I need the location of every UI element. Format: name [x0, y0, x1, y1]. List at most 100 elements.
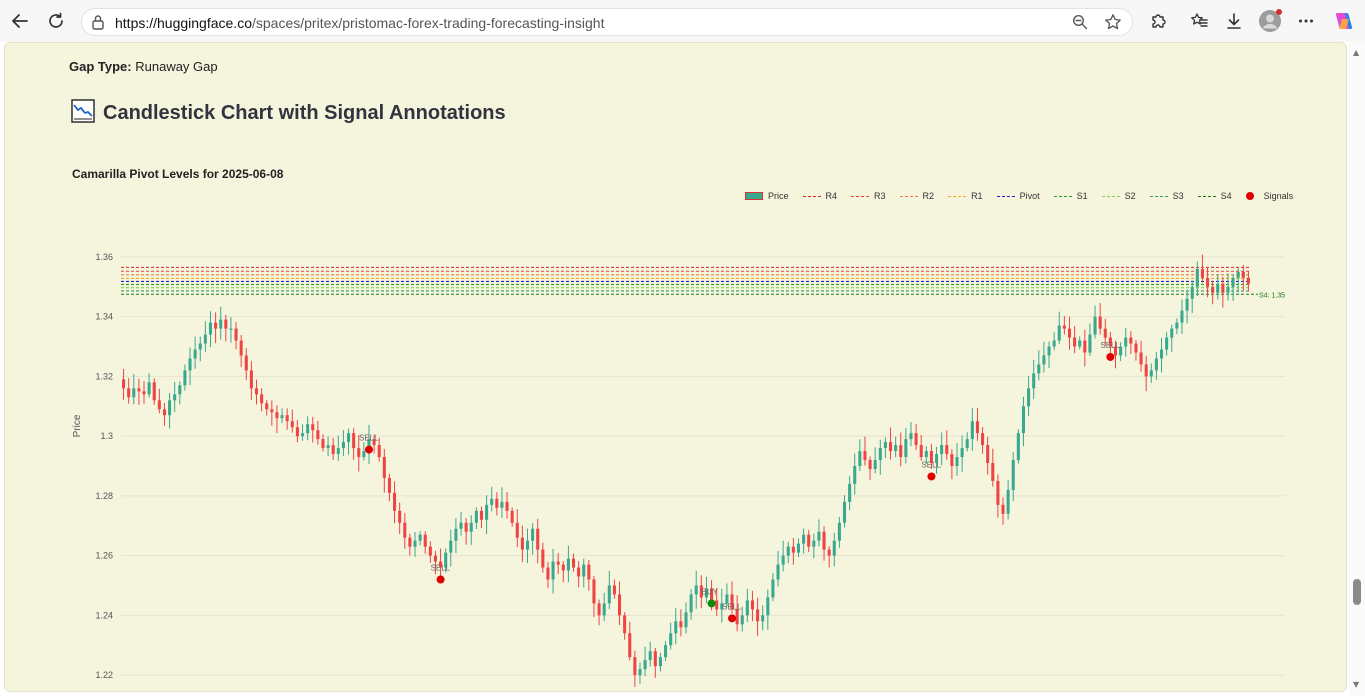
candle-body: [137, 388, 141, 392]
candle-body: [336, 448, 340, 455]
candle-body: [525, 540, 530, 550]
legend-item-r3[interactable]: R3: [851, 191, 886, 201]
candle-body: [254, 388, 259, 395]
favorite-star-icon[interactable]: [1104, 13, 1122, 35]
candle-body: [940, 445, 944, 455]
candle-body: [899, 445, 903, 458]
candle-body: [643, 660, 647, 670]
candle-body: [863, 451, 867, 461]
candle-body: [571, 558, 576, 568]
candle-body: [413, 540, 417, 547]
candle-body: [689, 594, 693, 613]
candle-body: [842, 501, 847, 523]
candle-body: [306, 424, 310, 434]
candle-body: [566, 558, 570, 571]
legend-item-signals[interactable]: Signals: [1245, 191, 1293, 201]
candle-body: [362, 451, 366, 458]
candle-body: [832, 540, 836, 556]
scroll-up-icon[interactable]: ▲: [1353, 48, 1360, 57]
candle-body: [955, 457, 959, 466]
candle-body: [275, 412, 279, 419]
candle-body: [300, 433, 305, 437]
candle-body: [1144, 364, 1148, 377]
candle-body: [791, 546, 795, 553]
candle-body: [623, 615, 627, 634]
candle-body: [653, 651, 657, 667]
candle-body: [1241, 271, 1245, 278]
downloads-icon[interactable]: [1220, 7, 1248, 35]
legend-swatch: [948, 195, 967, 197]
gap-type-value: Runaway Gap: [135, 59, 218, 74]
candle-body: [244, 355, 248, 371]
candle-body: [188, 358, 192, 371]
candle-body: [950, 454, 954, 466]
legend-item-s2[interactable]: S2: [1101, 191, 1136, 201]
candle-body: [561, 564, 565, 571]
legend-item-s4[interactable]: S4: [1197, 191, 1232, 201]
candle-body: [423, 534, 427, 547]
zoom-icon[interactable]: [1072, 14, 1088, 34]
candle-body: [878, 448, 882, 461]
candle-body: [858, 451, 862, 466]
page-viewport: Gap Type: Runaway Gap Candlestick Chart …: [0, 42, 1365, 696]
signal-label: BUY: [702, 587, 719, 596]
candle-body: [454, 528, 458, 541]
candle-body: [1246, 277, 1250, 284]
candle-body: [408, 537, 412, 547]
signal-marker: [436, 575, 445, 584]
candle-body: [1052, 340, 1056, 347]
candle-body: [781, 555, 785, 565]
candle-body: [556, 561, 560, 565]
back-icon[interactable]: [6, 7, 34, 35]
address-bar[interactable]: https://huggingface.co/spaces/pritex/pri…: [81, 8, 1133, 36]
candle-body: [802, 534, 806, 544]
scroll-down-icon[interactable]: ▼: [1353, 680, 1360, 689]
legend-item-price[interactable]: Price: [745, 191, 789, 201]
candle-body: [193, 349, 197, 359]
legend-swatch: [1245, 192, 1254, 200]
section-title: Candlestick Chart with Signal Annotation…: [103, 101, 506, 124]
more-icon[interactable]: [1292, 7, 1320, 35]
candle-body: [157, 400, 161, 410]
chart-legend[interactable]: Price R4 R3 R2 R1 Pivot S1 S2 S3 S4 Signals: [745, 191, 1307, 201]
y-tick-label: 1.36: [95, 252, 113, 262]
candle-body: [152, 382, 156, 401]
candle-body: [1103, 328, 1107, 338]
candle-body: [766, 597, 770, 616]
y-axis-label: Price: [72, 414, 83, 437]
copilot-icon[interactable]: [1330, 7, 1358, 35]
profile-avatar[interactable]: [1256, 7, 1284, 35]
legend-item-s1[interactable]: S1: [1053, 191, 1088, 201]
refresh-icon[interactable]: [42, 7, 70, 35]
signal-marker: [927, 472, 936, 481]
legend-item-s3[interactable]: S3: [1149, 191, 1184, 201]
legend-label: R1: [971, 191, 983, 201]
candle-body: [725, 594, 729, 604]
candle-body: [658, 657, 662, 667]
candle-body: [633, 657, 637, 676]
lock-icon[interactable]: [91, 14, 105, 34]
candle-body: [1129, 337, 1133, 344]
legend-item-pivot[interactable]: Pivot: [996, 191, 1040, 201]
candle-body: [239, 340, 243, 356]
legend-label: S1: [1076, 191, 1088, 201]
legend-item-r2[interactable]: R2: [899, 191, 934, 201]
gap-type-label: Gap Type:: [69, 59, 132, 74]
candle-body: [960, 448, 964, 458]
candle-body: [357, 448, 361, 458]
y-tick-label: 1.26: [95, 551, 113, 561]
legend-item-r1[interactable]: R1: [948, 191, 983, 201]
candle-body: [710, 588, 714, 601]
candle-body: [326, 445, 330, 449]
candlestick-chart[interactable]: 1.22 1.24 1.26 1.28 1.3 1.32 1.34 1.36 Price S4: …: [5, 43, 1347, 692]
legend-item-r4[interactable]: R4: [802, 191, 837, 201]
page-scrollbar[interactable]: ▲ ▼: [1349, 42, 1365, 696]
candle-body: [1154, 358, 1158, 371]
candle-body: [1037, 364, 1041, 374]
scroll-thumb[interactable]: [1353, 579, 1361, 605]
extensions-icon[interactable]: [1144, 7, 1172, 35]
candle-body: [684, 612, 688, 628]
candle-body: [904, 439, 908, 458]
candle-body: [198, 343, 202, 350]
favorites-icon[interactable]: [1185, 7, 1213, 35]
